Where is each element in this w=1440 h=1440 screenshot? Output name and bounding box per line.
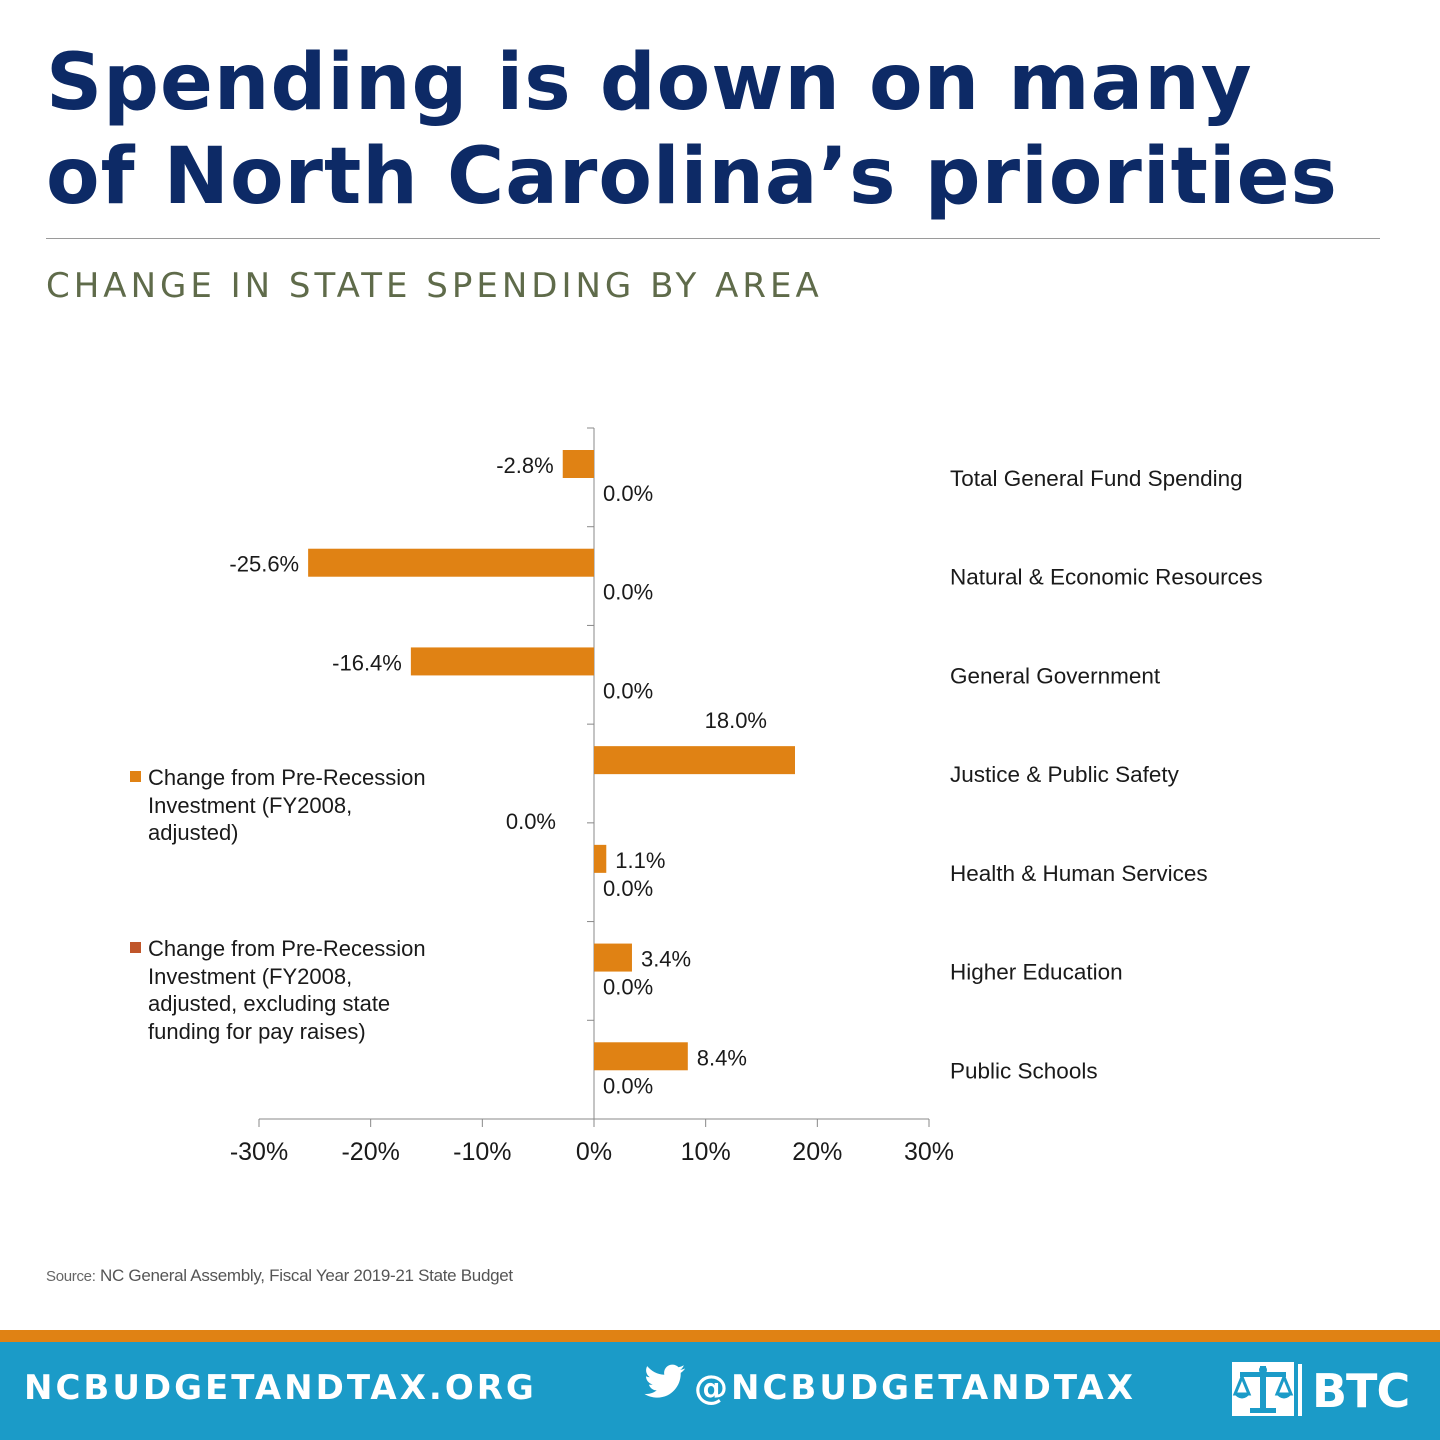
category-label: Higher Education <box>950 960 1123 985</box>
x-tick-label: 10% <box>681 1138 731 1166</box>
data-label-series-2: 0.0% <box>603 876 653 901</box>
legend-swatch-2 <box>130 942 141 953</box>
headline-line-1: Spending is down on many <box>46 38 1253 128</box>
bar-series-1 <box>594 1042 688 1071</box>
data-label-series-2: 0.0% <box>603 975 653 1000</box>
bar-series-1 <box>594 943 632 972</box>
source-label: Source: <box>46 1268 96 1285</box>
data-label-series-1: -16.4% <box>332 650 402 675</box>
twitter-bird-icon <box>644 1364 685 1398</box>
legend-item-2: Change from Pre-Recession Investment (FY… <box>130 935 440 1045</box>
twitter-handle[interactable]: @NCBUDGETANDTAX <box>694 1368 1136 1408</box>
x-tick-label: -30% <box>230 1138 288 1166</box>
legend-swatch-1 <box>130 771 141 782</box>
category-label: Total General Fund Spending <box>950 466 1243 491</box>
title-divider <box>46 238 1380 239</box>
bar-series-1 <box>594 844 607 873</box>
category-label: Health & Human Services <box>950 861 1208 886</box>
bar-series-1 <box>562 450 594 478</box>
website-link[interactable]: NCBUDGETANDTAX.ORG <box>24 1368 537 1408</box>
headline-line-2: of North Carolina’s priorities <box>46 132 1338 222</box>
data-label-series-2: 0.0% <box>603 580 653 605</box>
data-label-series-2: 0.0% <box>603 481 653 506</box>
source-note: Source: NC General Assembly, Fiscal Year… <box>46 1266 513 1286</box>
bar-chart: -30% -20% -10% 0% 10% 20% 30% -2.8% 0.0% Total Ge… <box>229 427 1263 1166</box>
btc-logo: BTC <box>1232 1362 1422 1420</box>
x-tick-label: 20% <box>792 1138 842 1166</box>
category-label: General Government <box>950 663 1161 688</box>
bar-series-1 <box>594 746 795 775</box>
data-label-series-1: 3.4% <box>641 947 691 972</box>
data-label-series-1: 18.0% <box>705 708 767 733</box>
headline: Spending is down on many of North Caroli… <box>46 36 1406 224</box>
scales-of-justice-icon <box>1232 1362 1302 1416</box>
data-label-series-2: 0.0% <box>603 678 653 703</box>
x-tick-label: 0% <box>576 1138 612 1166</box>
data-label-series-1: -25.6% <box>229 552 299 577</box>
x-tick-label: -10% <box>453 1138 511 1166</box>
legend-label-1: Change from Pre-Recession Investment (FY… <box>148 765 426 845</box>
data-label-series-1: 1.1% <box>615 848 665 873</box>
legend-item-1: Change from Pre-Recession Investment (FY… <box>130 764 440 847</box>
data-label-series-1: -2.8% <box>496 453 553 478</box>
data-label-series-2: 0.0% <box>603 1073 653 1098</box>
data-label-series-1: 8.4% <box>697 1045 747 1070</box>
x-tick-label: -20% <box>341 1138 399 1166</box>
logo-text: BTC <box>1312 1364 1410 1418</box>
source-text: NC General Assembly, Fiscal Year 2019-21… <box>95 1266 513 1285</box>
category-label: Public Schools <box>950 1058 1098 1083</box>
footer-stripe <box>0 1330 1440 1342</box>
chart-title: CHANGE IN STATE SPENDING BY AREA <box>46 266 823 306</box>
footer-bar: NCBUDGETANDTAX.ORG @NCBUDGETANDTAX BTC <box>0 1342 1440 1440</box>
x-tick-label: 30% <box>904 1138 954 1166</box>
legend-label-2: Change from Pre-Recession Investment (FY… <box>148 936 426 1044</box>
category-label: Justice & Public Safety <box>950 762 1180 787</box>
data-label-series-2: 0.0% <box>506 809 556 834</box>
category-label: Natural & Economic Resources <box>950 565 1263 590</box>
bar-series-1 <box>308 548 594 577</box>
bar-series-1 <box>410 647 594 676</box>
